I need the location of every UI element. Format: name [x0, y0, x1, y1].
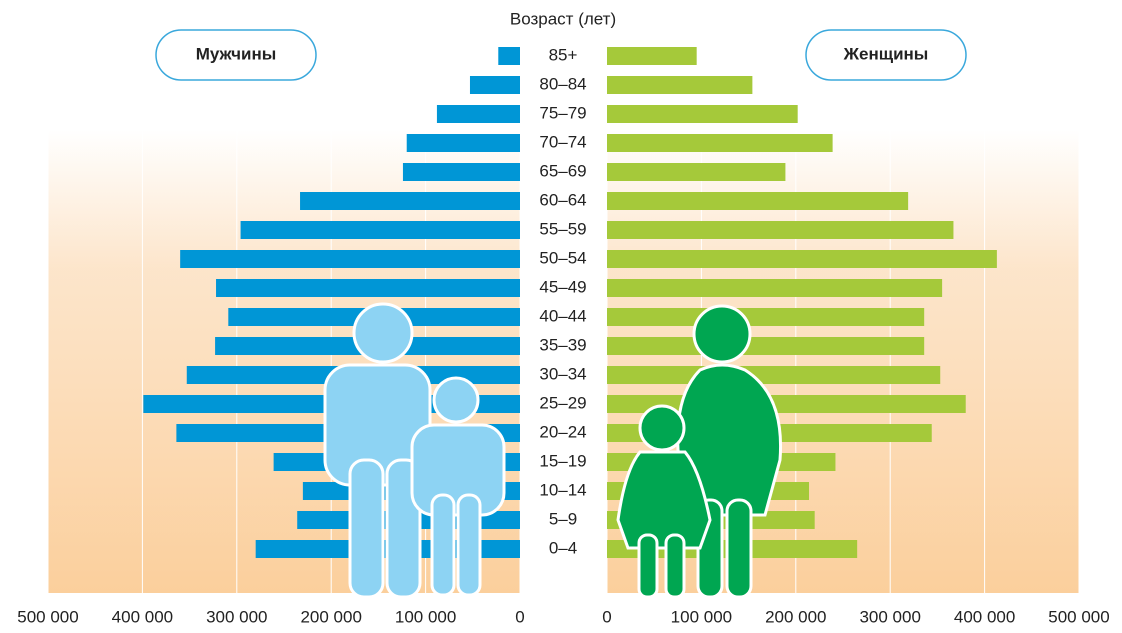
category-label: 65–69 — [539, 161, 586, 180]
bar — [607, 105, 798, 123]
x-tick-label: 500 000 — [1048, 607, 1109, 626]
bar — [607, 337, 924, 355]
x-tick-label: 200 000 — [300, 607, 361, 626]
category-label: 0–4 — [549, 538, 577, 557]
bar — [607, 279, 942, 297]
category-label: 80–84 — [539, 74, 586, 93]
x-tick-label: 0 — [515, 607, 524, 626]
x-tick-label: 300 000 — [859, 607, 920, 626]
category-label: 25–29 — [539, 393, 586, 412]
bar — [607, 47, 697, 65]
category-label: 75–79 — [539, 103, 586, 122]
bar — [241, 221, 520, 239]
bar — [437, 105, 520, 123]
x-tick-label: 300 000 — [206, 607, 267, 626]
x-tick-label: 500 000 — [17, 607, 78, 626]
category-label: 5–9 — [549, 509, 577, 528]
chart: Возраст (лет) Мужчины Женщины 0 0 100 000 1… — [0, 0, 1122, 633]
bar — [607, 221, 953, 239]
bar — [498, 47, 520, 65]
category-label: 30–34 — [539, 364, 586, 383]
bar — [607, 250, 997, 268]
bar — [407, 134, 520, 152]
category-label: 15–19 — [539, 451, 586, 470]
bar — [216, 279, 520, 297]
category-label: 55–59 — [539, 219, 586, 238]
x-tick-label: 100 000 — [671, 607, 732, 626]
x-tick-label: 100 000 — [395, 607, 456, 626]
x-tick-label: 400 000 — [954, 607, 1015, 626]
category-label: 50–54 — [539, 248, 586, 267]
category-label: 45–49 — [539, 277, 586, 296]
x-tick-label: 200 000 — [765, 607, 826, 626]
x-tick-label: 0 — [602, 607, 611, 626]
bar — [180, 250, 520, 268]
category-label: 10–14 — [539, 480, 586, 499]
bar — [607, 76, 752, 94]
bar — [607, 366, 940, 384]
category-label: 20–24 — [539, 422, 586, 441]
bar — [403, 163, 520, 181]
legend-label: Женщины — [843, 44, 929, 63]
chart-title: Возраст (лет) — [510, 9, 616, 28]
legend-label: Мужчины — [196, 44, 277, 63]
category-label: 70–74 — [539, 132, 586, 151]
category-label: 85+ — [549, 45, 578, 64]
category-label: 35–39 — [539, 335, 586, 354]
bar — [607, 134, 833, 152]
bar — [607, 308, 924, 326]
category-label: 60–64 — [539, 190, 586, 209]
bar — [607, 192, 908, 210]
bar — [470, 76, 520, 94]
bar — [300, 192, 520, 210]
category-label: 40–44 — [539, 306, 586, 325]
bar — [607, 163, 785, 181]
x-tick-label: 400 000 — [112, 607, 173, 626]
